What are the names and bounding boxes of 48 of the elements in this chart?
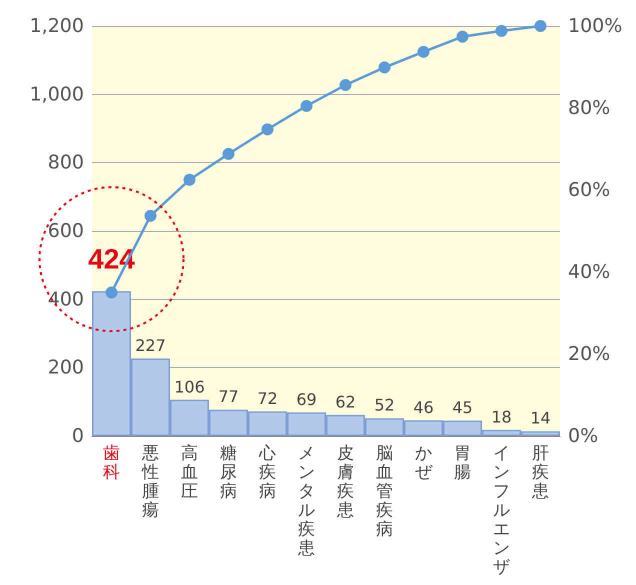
point: [534, 20, 546, 32]
data-label: 45: [452, 398, 473, 418]
y-tick-label: 200: [48, 356, 84, 379]
y2-tick-label: 40%: [568, 261, 610, 283]
x-tick-label: 肝疾患: [531, 444, 549, 502]
x-tick-label: 脳血管疾病: [376, 444, 393, 540]
x-tick-label: 心疾病: [258, 444, 276, 502]
y2-tick-label: 80%: [568, 97, 610, 119]
x-tick-label: 歯科: [103, 444, 120, 482]
point: [262, 123, 274, 136]
point: [222, 148, 234, 160]
data-label: 106: [174, 377, 205, 396]
x-tick-label: 糖尿病: [220, 444, 237, 502]
y-tick-label: 0: [72, 425, 84, 447]
y2-tick-label: 60%: [568, 179, 610, 201]
y-tick-label: 400: [48, 288, 84, 310]
x-tick-label: 高血圧: [181, 444, 198, 502]
data-label: 14: [530, 408, 551, 428]
x-tick-label: 皮膚疾患: [336, 444, 354, 520]
y2-tick-label: 0%: [568, 425, 598, 447]
point: [418, 46, 430, 58]
y2-tick-label: 100%: [568, 15, 622, 37]
y-tick-label: 1,200: [30, 15, 84, 37]
x-tick-label: 胃腸: [454, 444, 471, 482]
data-label: 227: [135, 336, 166, 355]
data-label: 72: [257, 388, 278, 408]
data-label: 62: [335, 392, 356, 412]
point: [106, 286, 118, 298]
data-label: 46: [413, 398, 434, 417]
data-label: 18: [491, 407, 512, 426]
x-tick-label: インフルエンザ: [493, 444, 510, 578]
y2-tick-label: 20%: [568, 343, 610, 365]
y-tick-label: 800: [48, 152, 84, 174]
data-label: 69: [296, 390, 317, 409]
data-label: 52: [374, 396, 395, 415]
y-tick-label: 1,000: [30, 83, 84, 106]
x-tick-label: かぜ: [415, 444, 433, 482]
point: [340, 79, 352, 92]
point: [184, 174, 196, 186]
point: [300, 100, 312, 112]
x-tick-label: 悪性腫瘍: [141, 444, 159, 520]
point: [456, 30, 468, 43]
y-tick-label: 600: [48, 220, 84, 242]
data-label: 77: [218, 387, 239, 406]
x-tick-label: メンタル疾患: [297, 444, 315, 558]
point: [496, 24, 508, 37]
point: [378, 61, 390, 74]
point: [144, 210, 156, 222]
